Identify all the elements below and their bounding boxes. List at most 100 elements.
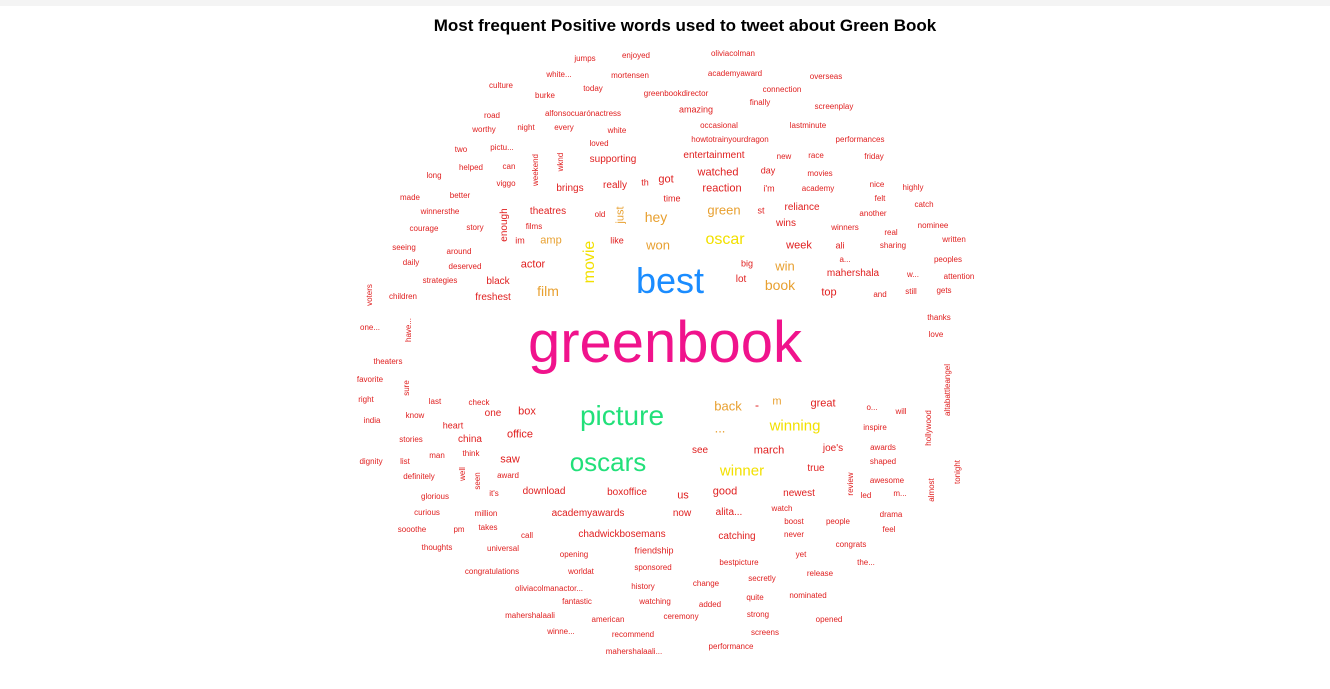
word-voters: voters [365, 284, 374, 306]
word-children: children [388, 292, 418, 301]
word-performances: performances [835, 135, 885, 144]
word-the: the... [857, 558, 875, 567]
word-good: good [712, 485, 738, 498]
word-lastminute: lastminute [789, 121, 827, 130]
word-enough: enough [499, 208, 510, 242]
word-got: got [658, 173, 674, 186]
word-academy: academy [801, 184, 835, 193]
word-back: back [714, 398, 742, 414]
word-saw: saw [500, 453, 520, 466]
word-nice: nice [869, 180, 885, 189]
word-american: american [591, 615, 625, 624]
word-every: every [554, 123, 574, 132]
word-w: w... [906, 270, 920, 279]
word-quite: quite [746, 593, 764, 602]
word-top: top [821, 286, 837, 299]
word-favorite: favorite [356, 375, 384, 384]
word-winners: winners [831, 223, 859, 232]
word-congrats: congrats [835, 540, 867, 549]
word-definitely: definitely [403, 472, 435, 481]
word-worldat: worldat [568, 567, 594, 576]
word-screens: screens [750, 628, 780, 637]
word-finally: finally [749, 98, 771, 107]
word-long: long [426, 171, 442, 180]
word-weekend: weekend [531, 153, 540, 187]
word-strong: strong [746, 610, 770, 619]
word-newest: newest [783, 488, 815, 499]
word-symbol: - [755, 398, 759, 412]
word-india: india [363, 416, 381, 425]
word-ali: ali [835, 240, 845, 251]
word-tonight: tonight [953, 459, 962, 485]
word-real: real [884, 228, 898, 237]
word-better: better [449, 191, 471, 200]
word-pm: pm [453, 525, 465, 534]
word-ceremony: ceremony [663, 612, 699, 621]
word-review: review [846, 472, 855, 496]
word-list: list [400, 457, 410, 466]
word-occasional: occasional [700, 121, 738, 130]
word-academyaward: academyaward [707, 69, 763, 78]
word-greenbook: greenbook [527, 310, 803, 375]
word-friendship: friendship [634, 545, 674, 556]
word-catching: catching [718, 531, 756, 542]
word-mahershalaali: mahershalaali [505, 611, 555, 620]
word-theaters: theaters [373, 357, 403, 366]
word-love: love [928, 330, 944, 339]
word-strategies: strategies [422, 276, 458, 285]
word-seen: seen [473, 472, 482, 490]
word-wins: wins [775, 218, 797, 229]
word-watch: watch [771, 504, 793, 513]
word-almost: almost [927, 478, 936, 502]
word-greenbookdirector: greenbookdirector [643, 89, 709, 98]
word-one: one... [359, 323, 381, 332]
word-added: added [698, 600, 722, 609]
word-best: best [635, 260, 705, 301]
word-check: check [468, 398, 490, 407]
word-amazing: amazing [678, 104, 714, 115]
word-can: can [502, 162, 516, 171]
word-worthy: worthy [472, 125, 496, 134]
word-alfonsocuar-nactress: alfonsocuarónactress [544, 109, 622, 118]
word-really: really [603, 180, 627, 191]
word-fantastic: fantastic [562, 597, 592, 606]
word-m: m [772, 395, 782, 408]
word-winne: winne... [547, 627, 575, 636]
word-old: old [594, 210, 606, 219]
word-thanks: thanks [927, 313, 951, 322]
word-winner: winner [719, 462, 765, 480]
word-opened: opened [815, 615, 843, 624]
word-culture: culture [488, 81, 514, 90]
word-nominee: nominee [917, 221, 949, 230]
word-enjoyed: enjoyed [621, 51, 651, 60]
word-black: black [486, 276, 510, 287]
word-alita: alita... [715, 507, 743, 518]
word-secretly: secretly [748, 574, 776, 583]
word-true: true [807, 463, 825, 474]
word-felt: felt [874, 194, 886, 203]
word-screenplay: screenplay [814, 102, 854, 111]
word-hollywood: hollywood [924, 410, 933, 446]
word-daily: daily [402, 258, 420, 267]
word-release: release [806, 569, 834, 578]
word-night: night [517, 123, 535, 132]
word-pictu: pictu... [490, 143, 514, 152]
word-friday: friday [864, 152, 884, 161]
word-led: led [860, 491, 872, 500]
word-road: road [483, 111, 501, 120]
word-theatres: theatres [529, 206, 567, 217]
word-supporting: supporting [589, 154, 637, 165]
word-a: a... [839, 255, 851, 264]
word-altabattleangel: altabattleangel [943, 363, 952, 417]
word-right: right [358, 395, 374, 404]
word-mahershala: mahershala [826, 268, 880, 279]
word-another: another [859, 209, 887, 218]
word-oscar: oscar [705, 231, 745, 248]
word-awesome: awesome [869, 476, 905, 485]
word-joe-s: joe's [822, 443, 844, 454]
word-th: th [641, 177, 649, 188]
word-mahershalaali: mahershalaali... [605, 647, 663, 656]
word-symbol: ... [714, 420, 726, 436]
word-call: call [520, 531, 534, 540]
